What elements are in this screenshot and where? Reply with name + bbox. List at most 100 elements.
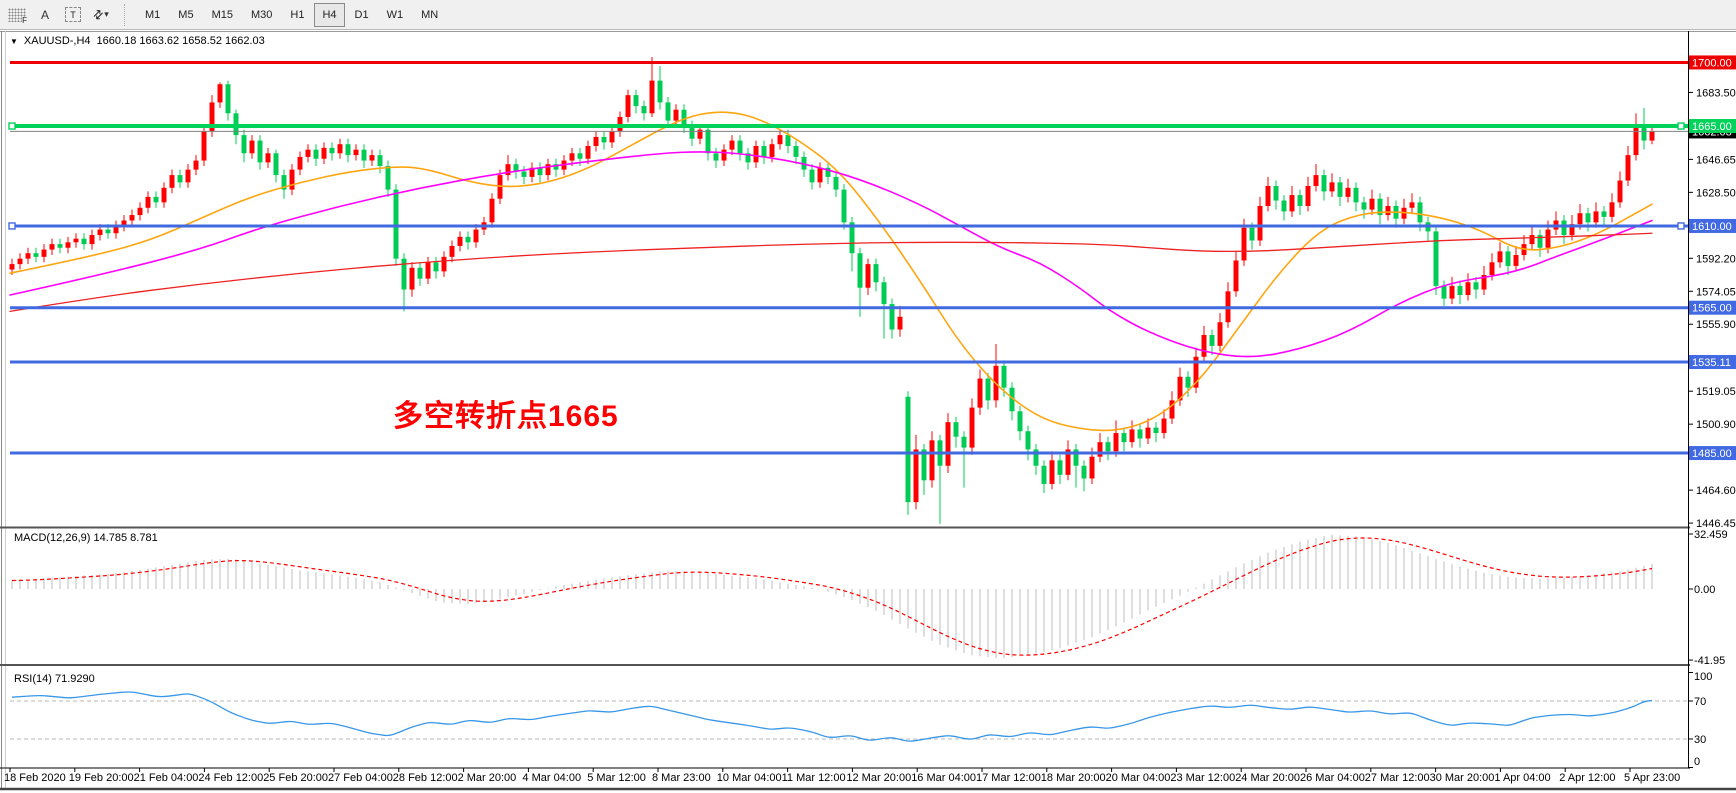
candle-body [329,147,335,154]
candle-body [401,258,407,290]
candle-body [49,244,55,250]
time-axis[interactable]: 18 Feb 2020 19 Feb 20:00 21 Feb 04:00 24 Fe… [4,768,1680,784]
chart-text-annotation[interactable]: 多空转折点1665 [393,400,619,433]
candle-body [1337,182,1343,197]
candle-body [1441,285,1447,299]
timeframe-button-m15[interactable]: M15 [211,8,233,21]
timeframe-button-h4[interactable]: H4 [314,2,345,27]
candle-body [729,140,735,150]
candle-body [57,244,63,248]
timeframe-button-h1[interactable]: H1 [290,8,305,21]
text-label-tool-button[interactable]: A [40,7,49,22]
hline-handle[interactable] [8,222,16,230]
candle-body [1073,449,1079,466]
candle-body [1321,175,1327,192]
candle-body [41,249,47,257]
candle-body [1633,124,1639,156]
price-tick-label: 1464.60 [1696,485,1736,497]
candle-body [89,235,95,245]
price-tick-label: 1592.20 [1696,253,1736,265]
candle-body [1257,205,1263,241]
time-tick-label: 4 Mar 04:00 [522,772,581,784]
candle-body [1097,442,1103,457]
ma-fast-orange [9,111,1653,432]
text-box-tool-button[interactable]: T [60,2,86,28]
candle-body [1345,187,1351,197]
grid-dots-icon: F [8,7,27,25]
candle-body [1601,211,1607,217]
candle-body [889,304,895,330]
candle-body [681,109,687,127]
hline-handle[interactable] [1677,222,1685,230]
candle-body [433,262,439,272]
candle-body [177,175,183,183]
candle-body [1529,235,1535,245]
chart-canvas[interactable]: MACD(12,26,9) 14.785 8.781 RSI(14) 71.929… [0,31,1736,793]
candle-body [849,222,855,254]
candle-body [1001,365,1007,388]
candle-body [249,140,255,154]
price-axis[interactable]: 1683.50 1646.65 1628.50 1592.20 1574.05 1555.… [1688,55,1736,768]
chart-ohlc-values: 1660.18 1663.62 1658.52 1662.03 [96,35,265,47]
candle-body [817,167,823,183]
candle-body [1137,429,1143,439]
candle-body [1561,220,1567,236]
hline-handle[interactable] [8,122,16,130]
timeframe-button-m1[interactable]: M1 [145,8,161,21]
price-badge-label: 1485.00 [1692,448,1732,460]
candle-body [881,282,887,305]
candle-body [649,80,655,114]
timeframe-button-mn[interactable]: MN [421,8,439,21]
candle-body [913,449,919,503]
price-tick-label: 1646.65 [1696,154,1736,166]
macd-tick-label: -41.95 [1694,655,1725,667]
candle-body [1369,198,1375,210]
candle-body [777,135,783,145]
chart-collapse-icon[interactable]: ▼ [10,36,18,46]
candle-body [1569,224,1575,236]
time-tick-label: 27 Mar 12:00 [1365,772,1430,784]
hline-handle[interactable] [1677,122,1685,130]
chevron-down-icon: ▾ [104,9,109,19]
candle-body [793,146,799,157]
timeframe-button-m30[interactable]: M30 [250,8,273,21]
candle-body [1313,175,1319,186]
candle-body [1049,460,1055,484]
candle-body [1409,202,1415,208]
cursor-arrows-tool-button[interactable]: ⇅ ▾ [88,2,114,28]
candle-body [625,95,631,117]
candle-body [81,238,87,245]
candle-body [1145,427,1151,439]
candle-body [841,189,847,223]
timeframe-button-w1[interactable]: W1 [386,8,404,21]
time-tick-label: 18 Feb 2020 [4,772,66,784]
candle-body [1153,427,1159,434]
timeframe-button-d1[interactable]: D1 [354,8,369,21]
candle-body [1649,131,1655,141]
timeframe-button-m5[interactable]: M5 [178,8,194,21]
candle-body [201,131,207,161]
candle-body [809,169,815,183]
candle-body [1161,418,1167,434]
snap-grid-tool-button[interactable]: F [4,2,30,28]
candle-body [1209,334,1215,346]
rsi-tick-label: 30 [1694,734,1706,746]
candle-body [1089,456,1095,479]
candle-body [1041,465,1047,484]
rsi-tick-label: 70 [1694,696,1706,708]
candle-body [1625,155,1631,181]
candle-body [1361,202,1367,210]
candle-body [1113,433,1119,452]
price-badge-1610.00 [1689,218,1736,233]
toolbar-separator [124,3,131,26]
candle-body [905,396,911,503]
time-tick-label: 20 Mar 04:00 [1106,772,1171,784]
candle-body [297,156,303,170]
text-box-icon: T [65,7,81,22]
candle-body [865,264,871,288]
candle-body [857,253,863,288]
candle-body [9,264,15,270]
candle-body [185,169,191,183]
candle-body [801,156,807,170]
rsi-tick-label: 100 [1694,671,1712,683]
